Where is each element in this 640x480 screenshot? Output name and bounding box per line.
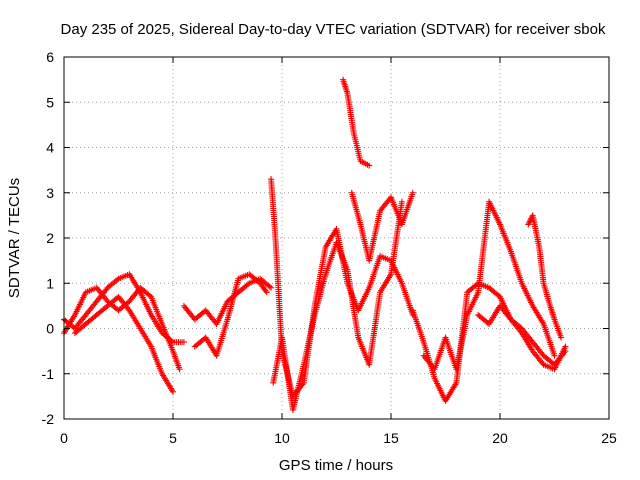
y-tick-label: 0: [46, 321, 54, 337]
data-point-marker: [176, 366, 183, 373]
data-point-marker: [409, 189, 416, 196]
x-tick-label: 0: [60, 430, 68, 446]
y-tick-label: 5: [46, 94, 54, 110]
y-tick-label: 2: [46, 230, 54, 246]
x-tick-label: 20: [492, 430, 508, 446]
y-tick-label: 4: [46, 140, 54, 156]
x-axis-label: GPS time / hours: [279, 457, 393, 474]
data-point-marker: [263, 289, 270, 296]
data-point-marker: [244, 281, 251, 288]
x-tick-label: 5: [169, 430, 177, 446]
data-point-marker: [366, 162, 373, 169]
data-point-marker: [170, 388, 176, 395]
x-tick-label: 15: [383, 430, 399, 446]
y-tick-label: 3: [46, 185, 54, 201]
data-point-marker: [517, 324, 524, 331]
y-axis-label: SDTVAR / TECUs: [6, 178, 23, 298]
y-tick-label: -2: [42, 411, 55, 427]
data-point-marker: [398, 198, 405, 205]
chart-title: Day 235 of 2025, Sidereal Day-to-day VTE…: [61, 21, 606, 38]
data-point-marker: [562, 348, 569, 355]
data-point-marker: [180, 339, 187, 346]
data-point-marker: [268, 284, 275, 291]
grid: [64, 57, 609, 419]
axis-ticks: 0 5 10 15 20 25 -2 -1 0 1 2 3 4 5 6: [42, 49, 617, 446]
data-points: [61, 76, 569, 413]
data-point-marker: [266, 283, 273, 290]
data-point-marker: [551, 352, 558, 359]
x-tick-label: 25: [601, 430, 617, 446]
x-tick-label: 10: [274, 430, 290, 446]
y-tick-label: -1: [42, 366, 55, 382]
y-tick-label: 6: [46, 49, 54, 65]
data-point-marker: [558, 334, 565, 341]
y-tick-label: 1: [46, 275, 54, 291]
data-point-marker: [114, 276, 121, 283]
